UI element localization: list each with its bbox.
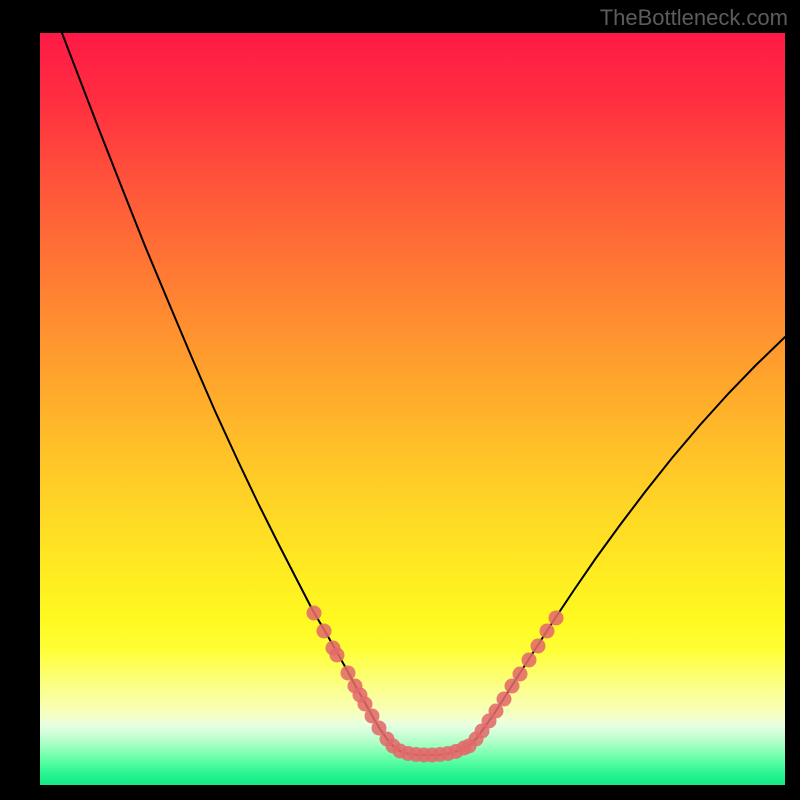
data-marker: [513, 667, 528, 682]
data-marker: [330, 648, 345, 663]
data-marker: [341, 666, 356, 681]
data-marker: [522, 653, 537, 668]
watermark-text: TheBottleneck.com: [600, 5, 788, 31]
data-marker: [317, 624, 332, 639]
data-marker: [531, 639, 546, 654]
data-marker: [540, 624, 555, 639]
chart-frame: TheBottleneck.com: [0, 0, 800, 800]
data-marker: [307, 606, 322, 621]
bottleneck-curve: [62, 33, 785, 755]
data-marker: [549, 611, 564, 626]
marker-group: [307, 606, 564, 763]
chart-overlay-svg: [40, 33, 785, 785]
plot-area: [40, 33, 785, 785]
data-marker: [497, 692, 512, 707]
